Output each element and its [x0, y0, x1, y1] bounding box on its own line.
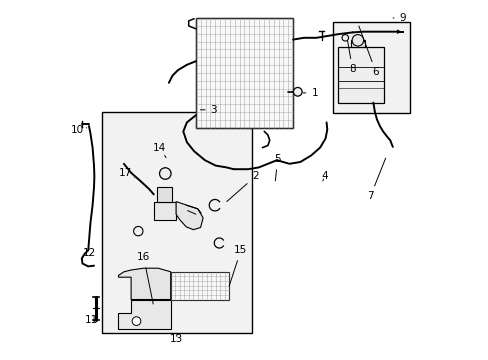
- Polygon shape: [350, 40, 365, 47]
- Polygon shape: [176, 202, 203, 230]
- Polygon shape: [153, 202, 176, 220]
- Text: 10: 10: [70, 125, 87, 135]
- Circle shape: [132, 317, 141, 325]
- Circle shape: [351, 35, 363, 46]
- Text: 13: 13: [170, 334, 183, 344]
- Text: 8: 8: [347, 41, 355, 74]
- Bar: [332, 22, 409, 113]
- Text: 16: 16: [137, 252, 153, 304]
- Text: 7: 7: [366, 158, 385, 201]
- Polygon shape: [337, 47, 384, 103]
- Text: 11: 11: [85, 315, 98, 325]
- Text: 1: 1: [303, 88, 317, 98]
- Polygon shape: [157, 187, 172, 202]
- Bar: [102, 112, 251, 333]
- Text: 14: 14: [153, 143, 166, 158]
- Text: 9: 9: [392, 13, 406, 23]
- Polygon shape: [196, 18, 292, 128]
- Text: 4: 4: [321, 171, 327, 181]
- Text: 5: 5: [274, 154, 281, 181]
- Text: 3: 3: [200, 105, 217, 115]
- Polygon shape: [170, 272, 229, 300]
- Text: 12: 12: [82, 248, 96, 258]
- Circle shape: [293, 87, 302, 96]
- Circle shape: [159, 168, 171, 179]
- Polygon shape: [118, 268, 170, 300]
- Text: 2: 2: [226, 171, 258, 202]
- Text: 15: 15: [229, 245, 247, 286]
- Polygon shape: [118, 300, 170, 329]
- Text: 17: 17: [118, 168, 134, 178]
- Text: 6: 6: [358, 26, 378, 77]
